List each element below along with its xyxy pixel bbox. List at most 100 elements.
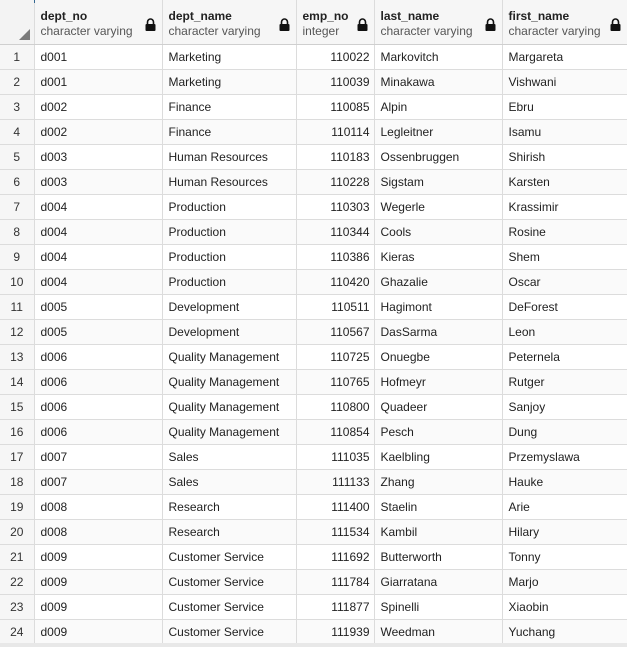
- cell-first-name[interactable]: Yuchang: [502, 619, 627, 645]
- cell-last-name[interactable]: Ghazalie: [374, 269, 503, 295]
- cell-first-name[interactable]: Isamu: [502, 119, 627, 145]
- cell-dept-no[interactable]: d001: [34, 44, 163, 70]
- cell-emp-no[interactable]: 111877: [296, 594, 375, 620]
- cell-first-name[interactable]: Vishwani: [502, 69, 627, 95]
- cell-emp-no[interactable]: 110303: [296, 194, 375, 220]
- cell-dept-no[interactable]: d005: [34, 319, 163, 345]
- table-row[interactable]: 21 d009 Customer Service 111692 Butterworth T…: [0, 544, 627, 570]
- row-number[interactable]: 23: [0, 594, 35, 620]
- cell-emp-no[interactable]: 110765: [296, 369, 375, 395]
- cell-last-name[interactable]: Weedman: [374, 619, 503, 645]
- cell-dept-name[interactable]: Production: [162, 269, 297, 295]
- cell-first-name[interactable]: Karsten: [502, 169, 627, 195]
- cell-last-name[interactable]: Butterworth: [374, 544, 503, 570]
- cell-dept-name[interactable]: Development: [162, 319, 297, 345]
- column-header-emp-no[interactable]: emp_no integer: [296, 0, 375, 45]
- cell-first-name[interactable]: Shirish: [502, 144, 627, 170]
- cell-dept-no[interactable]: d004: [34, 269, 163, 295]
- cell-dept-no[interactable]: d002: [34, 94, 163, 120]
- cell-last-name[interactable]: Hagimont: [374, 294, 503, 320]
- row-number[interactable]: 5: [0, 144, 35, 170]
- cell-dept-no[interactable]: d005: [34, 294, 163, 320]
- cell-emp-no[interactable]: 110114: [296, 119, 375, 145]
- select-all-corner[interactable]: [0, 0, 35, 45]
- row-number[interactable]: 3: [0, 94, 35, 120]
- cell-first-name[interactable]: Krassimir: [502, 194, 627, 220]
- row-number[interactable]: 15: [0, 394, 35, 420]
- cell-dept-name[interactable]: Sales: [162, 469, 297, 495]
- cell-first-name[interactable]: Ebru: [502, 94, 627, 120]
- cell-dept-name[interactable]: Customer Service: [162, 544, 297, 570]
- cell-last-name[interactable]: Markovitch: [374, 44, 503, 70]
- cell-first-name[interactable]: Arie: [502, 494, 627, 520]
- cell-dept-name[interactable]: Customer Service: [162, 594, 297, 620]
- cell-dept-name[interactable]: Marketing: [162, 44, 297, 70]
- cell-last-name[interactable]: Minakawa: [374, 69, 503, 95]
- cell-dept-no[interactable]: d004: [34, 194, 163, 220]
- column-header-first-name[interactable]: first_name character varying: [502, 0, 627, 45]
- table-row[interactable]: 11 d005 Development 110511 Hagimont DeForest: [0, 294, 627, 320]
- cell-dept-name[interactable]: Human Resources: [162, 169, 297, 195]
- cell-emp-no[interactable]: 111939: [296, 619, 375, 645]
- cell-dept-name[interactable]: Finance: [162, 119, 297, 145]
- table-row[interactable]: 22 d009 Customer Service 111784 Giarratana Ma…: [0, 569, 627, 595]
- cell-first-name[interactable]: Rosine: [502, 219, 627, 245]
- cell-dept-no[interactable]: d002: [34, 119, 163, 145]
- cell-dept-no[interactable]: d007: [34, 469, 163, 495]
- cell-last-name[interactable]: Quadeer: [374, 394, 503, 420]
- column-header-dept-no[interactable]: dept_no character varying: [34, 0, 163, 45]
- cell-first-name[interactable]: Przemyslawa: [502, 444, 627, 470]
- cell-last-name[interactable]: Legleitner: [374, 119, 503, 145]
- cell-first-name[interactable]: Sanjoy: [502, 394, 627, 420]
- cell-first-name[interactable]: Rutger: [502, 369, 627, 395]
- row-number[interactable]: 21: [0, 544, 35, 570]
- select-all-icon[interactable]: [18, 29, 30, 40]
- cell-last-name[interactable]: Staelin: [374, 494, 503, 520]
- row-number[interactable]: 20: [0, 519, 35, 545]
- table-row[interactable]: 4 d002 Finance 110114 Legleitner Isamu: [0, 119, 627, 145]
- column-header-last-name[interactable]: last_name character varying: [374, 0, 503, 45]
- cell-dept-no[interactable]: d006: [34, 419, 163, 445]
- row-number[interactable]: 14: [0, 369, 35, 395]
- row-number[interactable]: 12: [0, 319, 35, 345]
- row-number[interactable]: 13: [0, 344, 35, 370]
- table-row[interactable]: 23 d009 Customer Service 111877 Spinelli Xiao…: [0, 594, 627, 620]
- row-number[interactable]: 18: [0, 469, 35, 495]
- table-row[interactable]: 8 d004 Production 110344 Cools Rosine: [0, 219, 627, 245]
- row-number[interactable]: 16: [0, 419, 35, 445]
- cell-emp-no[interactable]: 110344: [296, 219, 375, 245]
- cell-dept-name[interactable]: Sales: [162, 444, 297, 470]
- cell-last-name[interactable]: DasSarma: [374, 319, 503, 345]
- cell-dept-name[interactable]: Customer Service: [162, 619, 297, 645]
- table-row[interactable]: 12 d005 Development 110567 DasSarma Leon: [0, 319, 627, 345]
- table-row[interactable]: 7 d004 Production 110303 Wegerle Krassimir: [0, 194, 627, 220]
- cell-emp-no[interactable]: 110800: [296, 394, 375, 420]
- cell-last-name[interactable]: Ossenbruggen: [374, 144, 503, 170]
- table-row[interactable]: 10 d004 Production 110420 Ghazalie Oscar: [0, 269, 627, 295]
- cell-dept-name[interactable]: Finance: [162, 94, 297, 120]
- table-row[interactable]: 20 d008 Research 111534 Kambil Hilary: [0, 519, 627, 545]
- table-row[interactable]: 3 d002 Finance 110085 Alpin Ebru: [0, 94, 627, 120]
- cell-dept-no[interactable]: d007: [34, 444, 163, 470]
- cell-dept-name[interactable]: Quality Management: [162, 419, 297, 445]
- cell-emp-no[interactable]: 110085: [296, 94, 375, 120]
- table-row[interactable]: 1 d001 Marketing 110022 Markovitch Margareta: [0, 44, 627, 70]
- table-row[interactable]: 15 d006 Quality Management 110800 Quadeer San…: [0, 394, 627, 420]
- cell-dept-no[interactable]: d004: [34, 219, 163, 245]
- cell-emp-no[interactable]: 110022: [296, 44, 375, 70]
- cell-first-name[interactable]: Hilary: [502, 519, 627, 545]
- cell-last-name[interactable]: Zhang: [374, 469, 503, 495]
- cell-emp-no[interactable]: 110228: [296, 169, 375, 195]
- cell-dept-name[interactable]: Development: [162, 294, 297, 320]
- table-row[interactable]: 24 d009 Customer Service 111939 Weedman Yucha…: [0, 619, 627, 645]
- cell-last-name[interactable]: Kambil: [374, 519, 503, 545]
- row-number[interactable]: 17: [0, 444, 35, 470]
- cell-emp-no[interactable]: 110039: [296, 69, 375, 95]
- table-row[interactable]: 16 d006 Quality Management 110854 Pesch Dung: [0, 419, 627, 445]
- cell-last-name[interactable]: Kieras: [374, 244, 503, 270]
- cell-dept-no[interactable]: d003: [34, 144, 163, 170]
- cell-dept-no[interactable]: d006: [34, 344, 163, 370]
- cell-emp-no[interactable]: 111692: [296, 544, 375, 570]
- cell-dept-name[interactable]: Quality Management: [162, 369, 297, 395]
- cell-last-name[interactable]: Cools: [374, 219, 503, 245]
